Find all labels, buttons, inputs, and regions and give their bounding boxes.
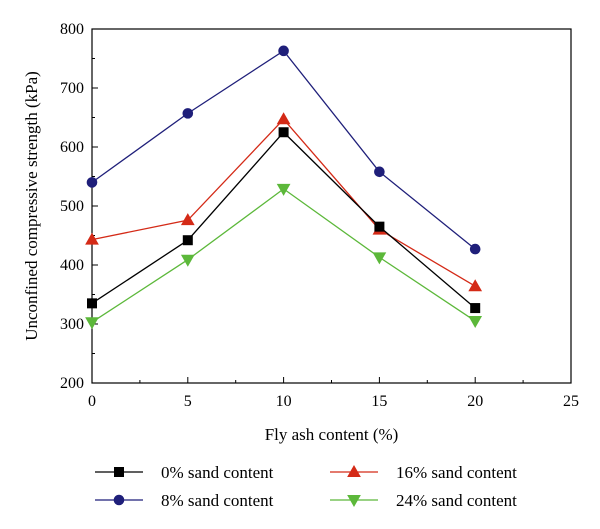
y-tick-label: 400 bbox=[60, 257, 84, 274]
data-point bbox=[182, 108, 194, 119]
data-point bbox=[85, 232, 99, 245]
x-tick-label: 0 bbox=[88, 393, 96, 410]
data-point bbox=[372, 252, 387, 265]
data-point bbox=[374, 221, 385, 232]
plot-frame bbox=[91, 28, 572, 384]
series-3 bbox=[85, 112, 483, 292]
x-tick-label: 15 bbox=[371, 393, 387, 410]
y-tick-label: 200 bbox=[60, 375, 84, 392]
series-line bbox=[91, 188, 476, 323]
legend-label: 16% sand content bbox=[396, 463, 517, 482]
legend-label: 24% sand content bbox=[396, 491, 517, 510]
data-point bbox=[278, 45, 289, 57]
data-point bbox=[86, 177, 98, 188]
data-point bbox=[85, 317, 99, 330]
legend-item: 16% sand content bbox=[330, 463, 517, 482]
legend-marker bbox=[113, 494, 125, 506]
data-point bbox=[180, 254, 195, 267]
legend-marker bbox=[347, 495, 361, 508]
data-point bbox=[278, 127, 289, 138]
series-layer bbox=[85, 45, 483, 330]
x-axis-title: Fly ash content (%) bbox=[265, 425, 399, 444]
legend-label: 8% sand content bbox=[161, 491, 274, 510]
legend-item: 8% sand content bbox=[95, 491, 274, 510]
series-4 bbox=[85, 183, 483, 330]
x-tick-label: 25 bbox=[563, 393, 579, 410]
data-point bbox=[276, 112, 291, 125]
data-point bbox=[469, 243, 481, 255]
y-tick-label: 600 bbox=[60, 139, 84, 156]
y-tick-label: 500 bbox=[60, 198, 84, 215]
y-tick-label: 300 bbox=[60, 316, 84, 333]
series-line bbox=[91, 49, 476, 250]
data-point bbox=[87, 298, 97, 309]
series-1 bbox=[87, 127, 481, 314]
data-point bbox=[180, 213, 195, 226]
data-point bbox=[470, 303, 481, 314]
data-point bbox=[182, 235, 193, 246]
x-tick-label: 10 bbox=[276, 393, 292, 410]
legend-label: 0% sand content bbox=[161, 463, 274, 482]
legend-marker bbox=[114, 467, 124, 477]
x-axis: 0 5 10 15 20 25 bbox=[88, 377, 579, 410]
y-axis: 200 300 400 500 600 700 800 bbox=[60, 21, 98, 392]
y-tick-label: 800 bbox=[60, 21, 84, 38]
data-point bbox=[468, 316, 483, 329]
legend-item: 24% sand content bbox=[330, 491, 517, 510]
data-point bbox=[468, 279, 483, 292]
series-2 bbox=[86, 45, 481, 255]
data-point bbox=[276, 183, 291, 196]
legend-marker bbox=[347, 464, 361, 477]
y-axis-title: Unconfined compressive strength (kPa) bbox=[22, 71, 41, 341]
plot-border bbox=[91, 28, 572, 384]
legend: 0% sand content 8% sand content 16% sand c… bbox=[95, 463, 517, 510]
legend-item: 0% sand content bbox=[95, 463, 274, 482]
x-tick-label: 20 bbox=[467, 393, 483, 410]
series-line bbox=[91, 131, 476, 309]
x-tick-label: 5 bbox=[184, 393, 192, 410]
y-tick-label: 700 bbox=[60, 80, 84, 97]
data-point bbox=[374, 166, 385, 178]
